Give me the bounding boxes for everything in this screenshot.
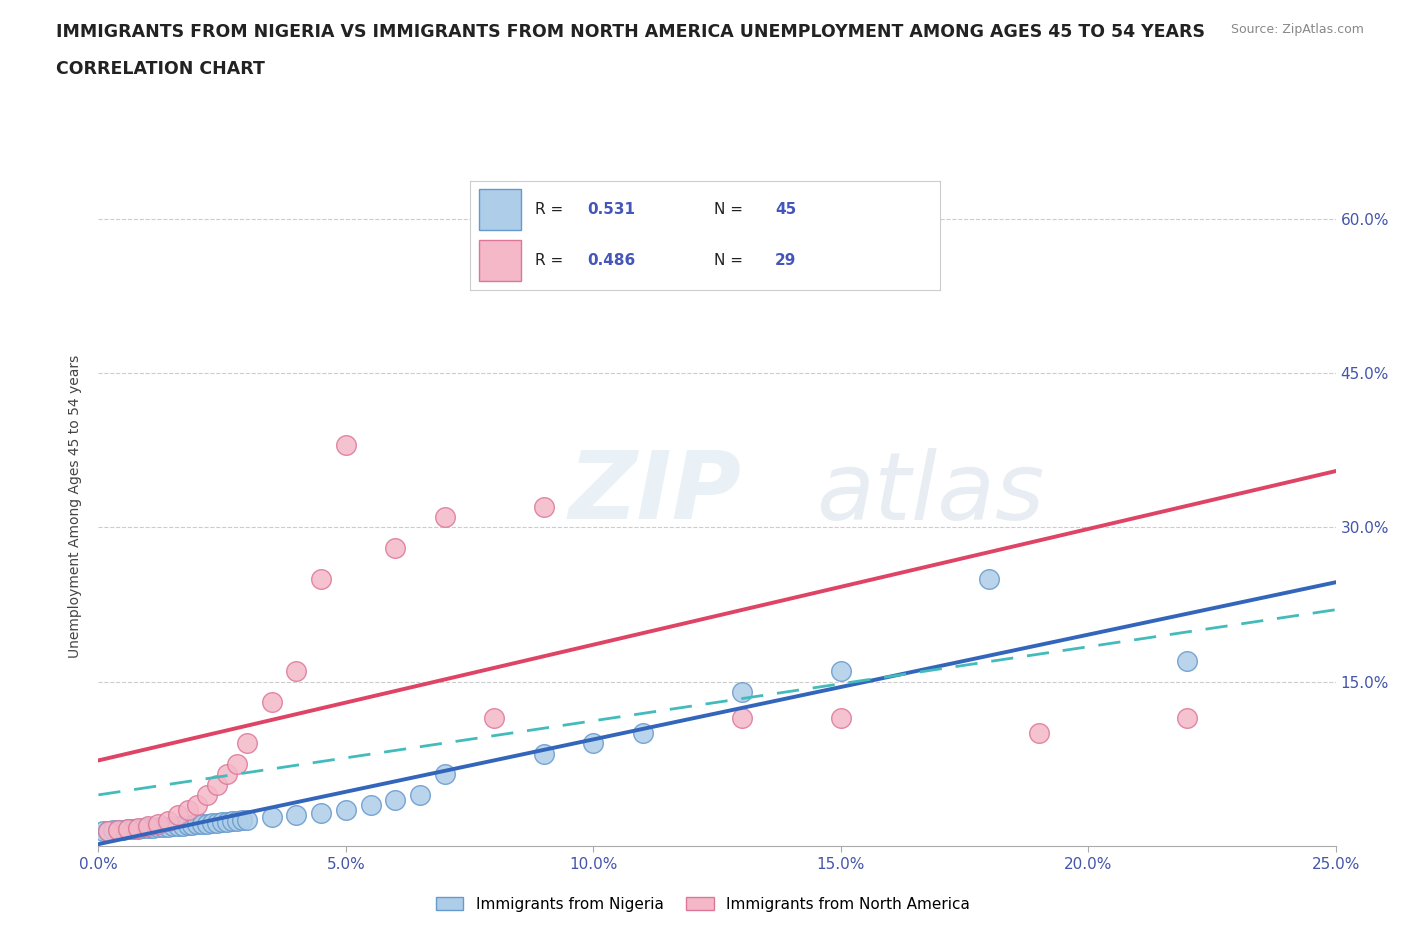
Point bbox=[731, 684, 754, 699]
Point bbox=[186, 798, 208, 813]
Point bbox=[205, 777, 228, 792]
Point bbox=[195, 788, 218, 803]
Point bbox=[195, 817, 218, 831]
Point bbox=[384, 792, 406, 807]
Point bbox=[117, 821, 139, 836]
Point bbox=[136, 818, 159, 833]
Point bbox=[533, 499, 555, 514]
Point bbox=[260, 810, 283, 825]
Point bbox=[830, 711, 852, 725]
Point bbox=[979, 571, 1001, 586]
Text: 29: 29 bbox=[775, 253, 797, 268]
Point bbox=[152, 819, 174, 834]
Legend: Immigrants from Nigeria, Immigrants from North America: Immigrants from Nigeria, Immigrants from… bbox=[430, 890, 976, 918]
Point bbox=[285, 664, 308, 679]
Point bbox=[433, 510, 456, 525]
Point bbox=[132, 820, 155, 835]
Point bbox=[1175, 711, 1198, 725]
Point bbox=[201, 816, 224, 830]
Text: R =: R = bbox=[536, 202, 568, 217]
Point bbox=[211, 814, 233, 829]
Point bbox=[830, 664, 852, 679]
Point bbox=[221, 813, 243, 828]
Point bbox=[260, 695, 283, 710]
Point bbox=[582, 268, 605, 283]
Point bbox=[484, 711, 506, 725]
Point bbox=[162, 818, 184, 833]
Text: N =: N = bbox=[714, 202, 748, 217]
Point bbox=[172, 818, 194, 833]
Point bbox=[156, 813, 179, 828]
Point bbox=[93, 823, 115, 838]
Point bbox=[285, 808, 308, 823]
Point bbox=[146, 819, 169, 834]
Text: 0.531: 0.531 bbox=[588, 202, 636, 217]
Point bbox=[176, 817, 198, 832]
Point bbox=[156, 819, 179, 834]
Point bbox=[142, 820, 165, 835]
Point bbox=[217, 767, 239, 782]
Point bbox=[226, 813, 249, 828]
Point bbox=[226, 757, 249, 772]
Point bbox=[176, 803, 198, 817]
Point bbox=[409, 788, 432, 803]
Point bbox=[122, 821, 145, 836]
Point bbox=[166, 818, 188, 833]
Point bbox=[181, 817, 204, 832]
Point bbox=[335, 803, 357, 817]
Point bbox=[309, 571, 332, 586]
Text: ZIP: ZIP bbox=[568, 447, 741, 539]
Text: atlas: atlas bbox=[815, 447, 1045, 538]
Point bbox=[186, 817, 208, 831]
Point bbox=[191, 817, 214, 831]
Point bbox=[112, 822, 135, 837]
Point bbox=[582, 736, 605, 751]
Point bbox=[103, 822, 125, 837]
Point bbox=[309, 806, 332, 821]
Point bbox=[127, 821, 149, 836]
Point bbox=[205, 816, 228, 830]
Point bbox=[97, 823, 120, 838]
Point bbox=[533, 746, 555, 761]
Point bbox=[217, 814, 239, 829]
Text: IMMIGRANTS FROM NIGERIA VS IMMIGRANTS FROM NORTH AMERICA UNEMPLOYMENT AMONG AGES: IMMIGRANTS FROM NIGERIA VS IMMIGRANTS FR… bbox=[56, 23, 1205, 41]
Text: 45: 45 bbox=[775, 202, 796, 217]
Point bbox=[1175, 654, 1198, 669]
Point bbox=[1028, 725, 1050, 740]
Point bbox=[335, 438, 357, 453]
FancyBboxPatch shape bbox=[479, 240, 522, 281]
Point bbox=[166, 808, 188, 823]
Point bbox=[631, 725, 654, 740]
Point bbox=[657, 247, 679, 262]
Text: N =: N = bbox=[714, 253, 748, 268]
Point bbox=[360, 798, 382, 813]
Point bbox=[231, 812, 253, 827]
Point bbox=[146, 817, 169, 831]
Point bbox=[127, 820, 149, 835]
Point bbox=[117, 821, 139, 836]
Point bbox=[97, 823, 120, 838]
Y-axis label: Unemployment Among Ages 45 to 54 years: Unemployment Among Ages 45 to 54 years bbox=[69, 355, 83, 658]
Point bbox=[236, 736, 259, 751]
Point bbox=[107, 822, 129, 837]
Text: 0.486: 0.486 bbox=[588, 253, 636, 268]
Point bbox=[136, 820, 159, 835]
Point bbox=[107, 822, 129, 837]
Point bbox=[731, 711, 754, 725]
Text: Source: ZipAtlas.com: Source: ZipAtlas.com bbox=[1230, 23, 1364, 36]
Point bbox=[384, 540, 406, 555]
Point bbox=[433, 767, 456, 782]
Point bbox=[236, 812, 259, 827]
FancyBboxPatch shape bbox=[479, 189, 522, 230]
Text: CORRELATION CHART: CORRELATION CHART bbox=[56, 60, 266, 78]
Text: R =: R = bbox=[536, 253, 568, 268]
